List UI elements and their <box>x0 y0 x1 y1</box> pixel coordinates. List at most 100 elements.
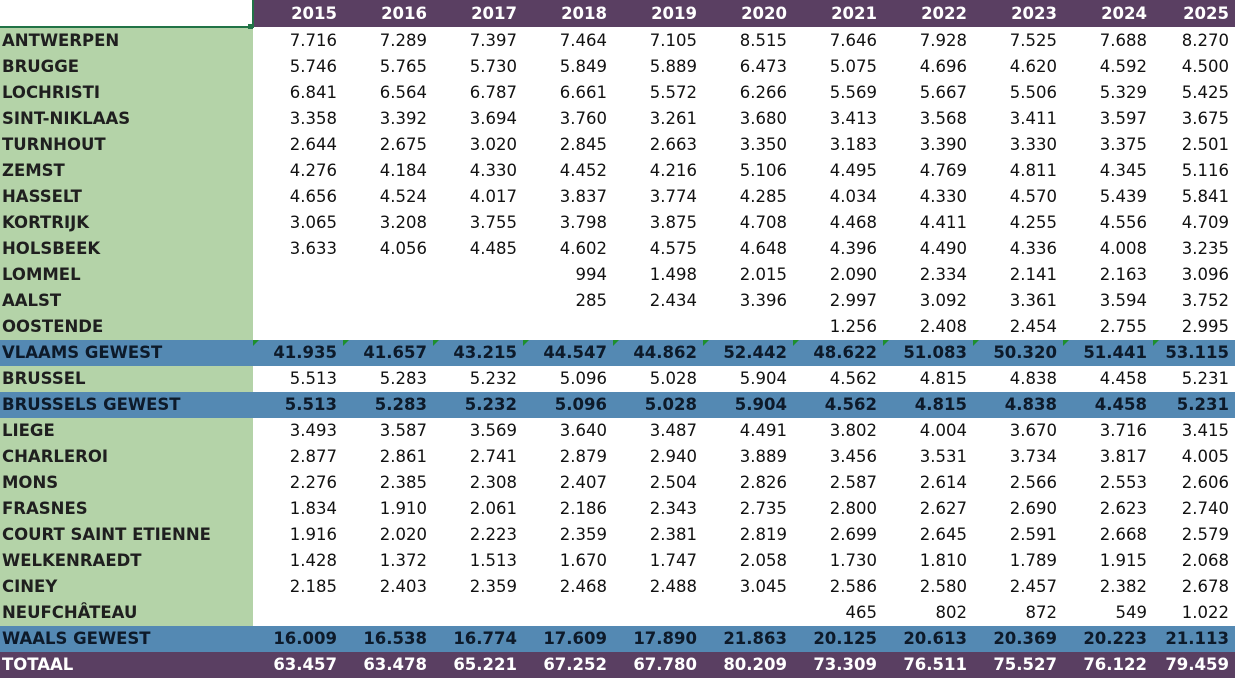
row-label-cell[interactable]: AALST <box>0 288 253 314</box>
row-label-cell[interactable]: CHARLEROI <box>0 444 253 470</box>
value-cell[interactable] <box>343 262 433 288</box>
row-label-cell[interactable]: ZEMST <box>0 158 253 184</box>
value-cell[interactable]: 5.513 <box>253 392 343 418</box>
value-cell[interactable]: 3.774 <box>649 187 697 206</box>
value-cell[interactable]: 2.940 <box>649 447 697 466</box>
value-cell[interactable]: 52.442 <box>703 340 793 366</box>
value-cell[interactable]: 3.411 <box>1009 109 1057 128</box>
value-cell[interactable]: 3.889 <box>739 447 787 466</box>
value-cell[interactable]: 2.068 <box>1181 551 1229 570</box>
value-cell[interactable]: 5.028 <box>613 392 703 418</box>
value-cell[interactable]: 4.017 <box>469 187 517 206</box>
value-cell[interactable]: 2.015 <box>739 265 787 284</box>
fill-handle[interactable] <box>248 24 253 29</box>
value-cell[interactable]: 3.350 <box>739 135 787 154</box>
value-cell[interactable]: 6.841 <box>289 83 337 102</box>
value-cell[interactable]: 872 <box>1025 603 1058 622</box>
year-header[interactable]: 2021 <box>793 0 883 27</box>
year-header[interactable]: 2025 <box>1153 0 1235 27</box>
value-cell[interactable]: 5.106 <box>739 161 787 180</box>
value-cell[interactable]: 4.458 <box>1099 369 1147 388</box>
value-cell[interactable]: 2.186 <box>559 499 607 518</box>
value-cell[interactable]: 4.620 <box>1009 57 1057 76</box>
value-cell[interactable]: 2.675 <box>379 135 427 154</box>
value-cell[interactable]: 20.223 <box>1063 626 1153 652</box>
value-cell[interactable]: 4.592 <box>1099 57 1147 76</box>
value-cell[interactable]: 1.428 <box>289 551 337 570</box>
value-cell[interactable]: 2.877 <box>289 447 337 466</box>
value-cell[interactable]: 4.336 <box>1009 239 1057 258</box>
value-cell[interactable]: 2.058 <box>739 551 787 570</box>
value-cell[interactable]: 4.330 <box>919 187 967 206</box>
value-cell[interactable]: 4.485 <box>469 239 517 258</box>
value-cell[interactable]: 2.591 <box>1009 525 1057 544</box>
row-label-cell[interactable]: MONS <box>0 470 253 496</box>
row-label-cell[interactable]: OOSTENDE <box>0 314 253 340</box>
value-cell[interactable] <box>253 314 343 340</box>
value-cell[interactable]: 67.780 <box>613 652 703 678</box>
value-cell[interactable]: 2.614 <box>919 473 967 492</box>
value-cell[interactable]: 2.061 <box>469 499 517 518</box>
value-cell[interactable]: 4.276 <box>289 161 337 180</box>
value-cell[interactable]: 3.755 <box>469 213 517 232</box>
value-cell[interactable] <box>253 600 343 626</box>
row-label-cell[interactable]: SINT-NIKLAAS <box>0 106 253 132</box>
value-cell[interactable]: 2.468 <box>559 577 607 596</box>
value-cell[interactable]: 1.910 <box>379 499 427 518</box>
value-cell[interactable]: 3.235 <box>1181 239 1229 258</box>
value-cell[interactable]: 44.547 <box>523 340 613 366</box>
value-cell[interactable]: 2.826 <box>739 473 787 492</box>
value-cell[interactable]: 5.283 <box>343 392 433 418</box>
value-cell[interactable]: 5.028 <box>649 369 697 388</box>
value-cell[interactable]: 3.358 <box>289 109 337 128</box>
value-cell[interactable]: 2.434 <box>649 291 697 310</box>
value-cell[interactable]: 1.022 <box>1181 603 1229 622</box>
value-cell[interactable]: 2.678 <box>1181 577 1229 596</box>
value-cell[interactable]: 3.415 <box>1181 421 1229 440</box>
value-cell[interactable]: 5.096 <box>523 392 613 418</box>
value-cell[interactable] <box>703 600 793 626</box>
value-cell[interactable]: 43.215 <box>433 340 523 366</box>
value-cell[interactable]: 17.609 <box>523 626 613 652</box>
value-cell[interactable]: 5.572 <box>649 83 697 102</box>
value-cell[interactable]: 65.221 <box>433 652 523 678</box>
value-cell[interactable]: 2.090 <box>829 265 877 284</box>
value-cell[interactable]: 2.845 <box>559 135 607 154</box>
value-cell[interactable]: 2.735 <box>739 499 787 518</box>
value-cell[interactable]: 3.569 <box>469 421 517 440</box>
value-cell[interactable]: 7.464 <box>559 30 607 50</box>
value-cell[interactable]: 3.261 <box>649 109 697 128</box>
value-cell[interactable]: 4.648 <box>739 239 787 258</box>
row-label-cell[interactable]: TOTAAL <box>0 652 253 678</box>
value-cell[interactable]: 4.556 <box>1099 213 1147 232</box>
value-cell[interactable]: 8.270 <box>1181 30 1229 50</box>
value-cell[interactable] <box>433 600 523 626</box>
value-cell[interactable]: 7.928 <box>919 30 967 50</box>
row-label-cell[interactable]: NEUFCHÂTEAU <box>0 600 253 626</box>
value-cell[interactable]: 2.663 <box>649 135 697 154</box>
year-header[interactable]: 2018 <box>523 0 613 27</box>
value-cell[interactable]: 2.408 <box>919 317 967 336</box>
value-cell[interactable]: 4.769 <box>919 161 967 180</box>
value-cell[interactable]: 2.407 <box>559 473 607 492</box>
year-header[interactable]: 2015 <box>253 0 343 27</box>
value-cell[interactable]: 5.746 <box>289 57 337 76</box>
row-label-cell[interactable]: HOLSBEEK <box>0 236 253 262</box>
value-cell[interactable]: 2.586 <box>829 577 877 596</box>
value-cell[interactable]: 2.580 <box>919 577 967 596</box>
value-cell[interactable]: 48.622 <box>793 340 883 366</box>
value-cell[interactable]: 3.045 <box>739 577 787 596</box>
value-cell[interactable]: 5.889 <box>649 57 697 76</box>
value-cell[interactable]: 7.525 <box>1009 30 1057 50</box>
value-cell[interactable]: 2.163 <box>1099 265 1147 284</box>
value-cell[interactable]: 3.065 <box>289 213 337 232</box>
value-cell[interactable]: 4.184 <box>379 161 427 180</box>
value-cell[interactable]: 51.441 <box>1063 340 1153 366</box>
value-cell[interactable]: 6.564 <box>379 83 427 102</box>
value-cell[interactable]: 4.458 <box>1063 392 1153 418</box>
value-cell[interactable] <box>343 600 433 626</box>
value-cell[interactable]: 2.359 <box>559 525 607 544</box>
value-cell[interactable]: 73.309 <box>793 652 883 678</box>
value-cell[interactable]: 20.125 <box>793 626 883 652</box>
value-cell[interactable] <box>433 314 523 340</box>
